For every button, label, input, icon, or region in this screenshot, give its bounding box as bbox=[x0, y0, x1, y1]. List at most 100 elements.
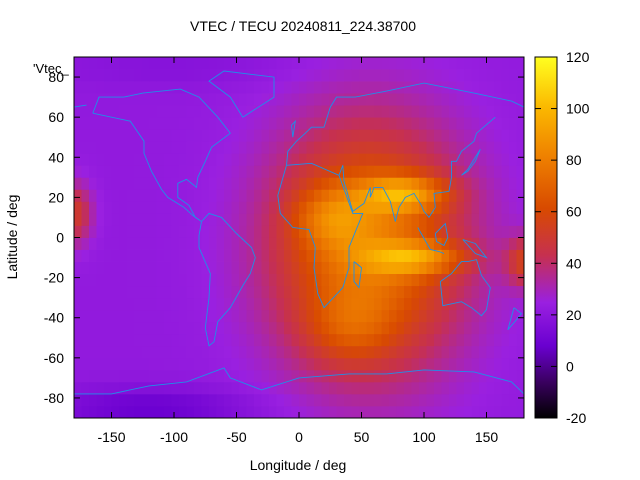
heatmap-cell bbox=[344, 105, 352, 118]
heatmap-cell bbox=[351, 273, 360, 287]
heatmap-cell bbox=[231, 81, 240, 94]
heatmap-cell bbox=[426, 261, 435, 274]
heatmap-cell bbox=[464, 381, 472, 395]
heatmap-cell bbox=[134, 345, 142, 359]
heatmap-cell bbox=[411, 321, 420, 335]
heatmap-cell bbox=[239, 177, 247, 190]
heatmap-cell bbox=[464, 369, 472, 383]
heatmap-cell bbox=[479, 177, 487, 190]
heatmap-cell bbox=[434, 213, 442, 226]
heatmap-cell bbox=[239, 381, 247, 395]
coastline bbox=[291, 119, 296, 138]
heatmap-cell bbox=[486, 141, 495, 154]
heatmap-cell bbox=[449, 129, 457, 142]
heatmap-cell bbox=[134, 201, 142, 214]
x-axis-label: Longitude / deg bbox=[250, 457, 347, 473]
heatmap-cell bbox=[374, 93, 382, 106]
heatmap-cell bbox=[321, 297, 330, 311]
heatmap-cell bbox=[171, 153, 180, 166]
heatmap-cell bbox=[74, 381, 82, 395]
heatmap-cell bbox=[201, 153, 210, 166]
heatmap-cell bbox=[194, 225, 202, 238]
heatmap-cell bbox=[126, 105, 135, 118]
heatmap-cell bbox=[471, 393, 480, 407]
heatmap-cell bbox=[329, 333, 337, 347]
heatmap-cell bbox=[201, 369, 210, 383]
heatmap-cell bbox=[209, 165, 217, 178]
heatmap-cell bbox=[389, 285, 397, 299]
heatmap-cell bbox=[156, 261, 165, 274]
heatmap-cell bbox=[464, 93, 472, 106]
heatmap-cell bbox=[201, 225, 210, 238]
heatmap-cell bbox=[306, 405, 315, 419]
heatmap-cell bbox=[501, 405, 510, 419]
heatmap-cell bbox=[456, 369, 465, 383]
heatmap-cell bbox=[396, 357, 405, 371]
heatmap-cell bbox=[434, 369, 442, 383]
heatmap-cell bbox=[141, 177, 150, 190]
heatmap-cell bbox=[291, 213, 300, 226]
heatmap-cell bbox=[224, 297, 232, 311]
heatmap-cell bbox=[231, 405, 240, 419]
heatmap-cell bbox=[216, 57, 225, 70]
coastline bbox=[198, 212, 256, 347]
heatmap-cell bbox=[126, 369, 135, 383]
heatmap-cell bbox=[291, 81, 300, 94]
heatmap-cell bbox=[456, 237, 465, 250]
heatmap-cell bbox=[141, 333, 150, 347]
heatmap-cell bbox=[494, 393, 502, 407]
heatmap-cell bbox=[426, 57, 435, 70]
heatmap-cell bbox=[186, 189, 195, 202]
heatmap-cell bbox=[449, 225, 457, 238]
heatmap-cell bbox=[201, 93, 210, 106]
heatmap-cell bbox=[179, 153, 187, 166]
heatmap-cell bbox=[239, 213, 247, 226]
heatmap-cell bbox=[104, 225, 112, 238]
heatmap-cell bbox=[104, 405, 112, 419]
heatmap-cell bbox=[201, 297, 210, 311]
heatmap-cell bbox=[291, 237, 300, 250]
heatmap-cell bbox=[81, 177, 90, 190]
heatmap-cell bbox=[404, 249, 412, 262]
heatmap-cell bbox=[156, 93, 165, 106]
heatmap-cell bbox=[411, 69, 420, 82]
heatmap-cell bbox=[449, 177, 457, 190]
heatmap-cell bbox=[471, 141, 480, 154]
heatmap-cell bbox=[134, 393, 142, 407]
heatmap-cell bbox=[359, 249, 367, 262]
heatmap-cell bbox=[216, 381, 225, 395]
heatmap-cell bbox=[179, 405, 187, 419]
heatmap-cell bbox=[359, 285, 367, 299]
heatmap-cell bbox=[494, 405, 502, 419]
heatmap-cell bbox=[291, 297, 300, 311]
heatmap-cell bbox=[404, 201, 412, 214]
heatmap-cell bbox=[351, 405, 360, 419]
heatmap-cell bbox=[359, 333, 367, 347]
heatmap-cell bbox=[359, 105, 367, 118]
heatmap-cell bbox=[389, 141, 397, 154]
coastline bbox=[74, 367, 525, 395]
heatmap-cell bbox=[261, 309, 270, 323]
heatmap-cell bbox=[404, 105, 412, 118]
heatmap-cell bbox=[291, 177, 300, 190]
heatmap-cell bbox=[246, 285, 255, 299]
heatmap-cell bbox=[306, 345, 315, 359]
heatmap-cell bbox=[314, 273, 322, 287]
heatmap-cell bbox=[411, 141, 420, 154]
heatmap-cell bbox=[351, 393, 360, 407]
heatmap-cell bbox=[306, 369, 315, 383]
heatmap-cell bbox=[411, 345, 420, 359]
heatmap-cell bbox=[449, 141, 457, 154]
heatmap-cell bbox=[321, 321, 330, 335]
heatmap-cell bbox=[224, 321, 232, 335]
heatmap-cell bbox=[164, 357, 172, 371]
heatmap-cell bbox=[194, 69, 202, 82]
heatmap-cell bbox=[404, 357, 412, 371]
heatmap-cell bbox=[171, 393, 180, 407]
heatmap-cell bbox=[104, 93, 112, 106]
heatmap-cell bbox=[224, 285, 232, 299]
heatmap-cell bbox=[291, 381, 300, 395]
heatmap-cell bbox=[299, 237, 307, 250]
heatmap-cell bbox=[359, 129, 367, 142]
heatmap-cell bbox=[231, 93, 240, 106]
